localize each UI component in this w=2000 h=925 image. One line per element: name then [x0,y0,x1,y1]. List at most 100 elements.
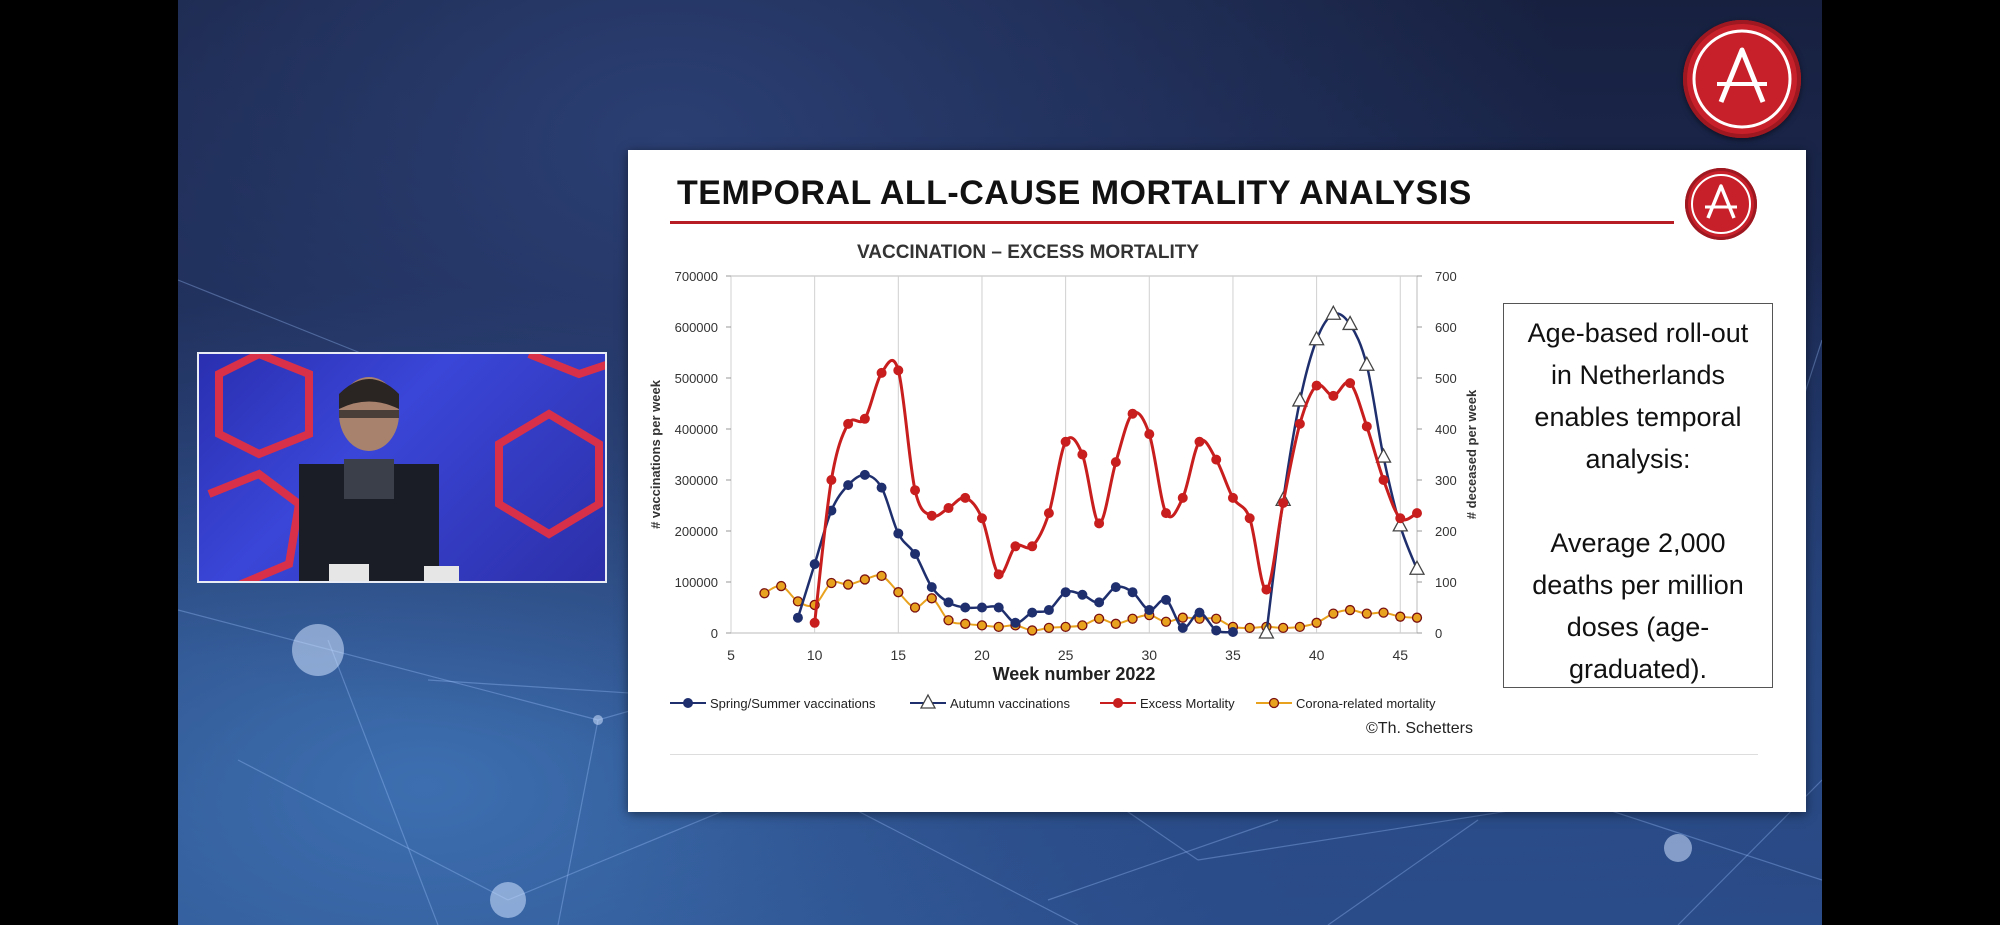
series-autumn-vaccinations [1258,304,1426,639]
data-point-spring-vaccinations [843,480,854,491]
data-point-autumn-vaccinations [1341,315,1359,331]
data-point-spring-vaccinations [1027,607,1038,618]
data-point-corona-mortality [1060,621,1071,633]
data-point-spring-vaccinations [1043,605,1054,616]
chart-credit: ©Th. Schetters [1366,720,1473,737]
data-point-excess-mortality [1378,475,1389,485]
data-point-spring-vaccinations [1144,605,1155,616]
presentation-slide: TEMPORAL ALL-CAUSE MORTALITY ANALYSIS VA… [628,150,1806,812]
y-right-tick-label: 500 [1435,371,1457,386]
data-point-spring-vaccinations [859,469,870,480]
data-point-excess-mortality [893,365,904,376]
data-point-spring-vaccinations [1194,607,1205,618]
data-point-excess-mortality [1094,518,1105,529]
data-point-spring-vaccinations [1211,625,1222,636]
data-point-autumn-vaccinations [1291,391,1308,407]
data-point-autumn-vaccinations [1375,447,1392,463]
data-point-spring-vaccinations [893,528,904,539]
data-point-excess-mortality [1043,508,1054,519]
data-point-excess-mortality [1328,390,1339,401]
x-tick-label: 25 [1058,647,1074,663]
x-tick-label: 40 [1309,647,1325,663]
data-point-excess-mortality [1227,492,1238,503]
data-point-excess-mortality [1361,421,1372,432]
data-point-spring-vaccinations [910,548,921,559]
data-point-autumn-vaccinations [1258,623,1275,639]
legend-swatch-marker [919,693,937,709]
data-point-corona-mortality [960,618,971,629]
note-paragraph-2: Average 2,000 deaths per million doses (… [1532,528,1744,684]
series-line-corona-mortality [763,574,1418,632]
data-point-excess-mortality [859,413,870,424]
x-tick-label: 15 [891,647,907,663]
y-right-tick-label: 100 [1435,575,1457,590]
data-point-excess-mortality [1177,492,1188,503]
y-left-tick-label: 500000 [675,371,718,386]
data-point-corona-mortality [1043,622,1055,634]
data-point-corona-mortality [1411,612,1423,623]
data-point-excess-mortality [1010,541,1021,552]
y-axis-label-left: # vaccinations per week [648,379,663,529]
bottom-divider [670,754,1758,755]
y-right-tick-label: 700 [1435,269,1457,284]
slide-logo [1685,168,1757,240]
data-point-excess-mortality [1244,513,1255,524]
legend-swatch-marker [1113,698,1123,708]
data-point-excess-mortality [960,492,971,503]
title-underline [670,221,1674,224]
y-left-tick-label: 600000 [675,320,718,335]
data-point-corona-mortality [859,574,871,585]
data-point-corona-mortality [893,587,904,598]
x-tick-label: 30 [1142,647,1158,663]
data-point-corona-mortality [759,588,770,599]
data-point-corona-mortality [1328,608,1339,619]
data-point-corona-mortality [1027,625,1038,636]
data-point-corona-mortality [876,570,887,582]
series-excess-mortality [809,358,1422,628]
data-point-spring-vaccinations [1161,594,1172,605]
data-point-spring-vaccinations [1227,626,1238,637]
legend-item-spring-vaccinations: Spring/Summer vaccinations [670,696,876,711]
data-point-excess-mortality [1077,449,1088,460]
data-point-excess-mortality [1311,380,1322,391]
data-point-corona-mortality [1378,607,1389,618]
legend-label: Autumn vaccinations [950,696,1070,711]
data-point-spring-vaccinations [1010,617,1021,628]
data-point-excess-mortality [1278,497,1289,508]
data-point-excess-mortality [1345,378,1356,389]
data-point-corona-mortality [1093,613,1105,624]
data-point-spring-vaccinations [876,482,887,493]
data-point-excess-mortality [910,485,921,496]
data-point-spring-vaccinations [926,582,937,593]
data-point-autumn-vaccinations [1308,330,1325,346]
data-point-excess-mortality [926,510,937,521]
data-point-corona-mortality [993,621,1004,633]
logo-a-icon [1692,29,1792,129]
data-point-spring-vaccinations [943,597,954,608]
data-point-corona-mortality [943,615,954,626]
data-point-corona-mortality [1127,613,1138,624]
y-left-tick-label: 700000 [675,269,718,284]
data-point-excess-mortality [1395,513,1406,524]
chart-title: VACCINATION – EXCESS MORTALITY [856,242,1200,263]
speaker-video-inset [197,352,607,583]
x-tick-label: 45 [1392,647,1408,663]
y-right-tick-label: 300 [1435,473,1457,488]
data-point-excess-mortality [976,513,987,524]
mortality-chart: 5 10 15 20 25 30 35 40 4501000002000003000004000… [648,269,1479,711]
data-point-excess-mortality [943,503,954,514]
data-point-corona-mortality [842,579,854,590]
data-point-excess-mortality [1060,436,1071,447]
y-right-tick-label: 400 [1435,422,1457,437]
data-point-corona-mortality [1077,620,1088,631]
data-point-corona-mortality [1277,622,1289,634]
logo-a-icon [1691,174,1751,234]
slide-title: TEMPORAL ALL-CAUSE MORTALITY ANALYSIS [677,174,1472,212]
x-tick-label: 10 [807,647,823,663]
data-point-excess-mortality [1110,457,1121,468]
data-point-corona-mortality [826,577,837,589]
data-point-spring-vaccinations [976,602,987,613]
data-point-corona-mortality [1361,608,1372,619]
data-point-corona-mortality [976,620,988,631]
analysis-note-box: Age-based roll-out in Netherlands enable… [1503,303,1773,688]
